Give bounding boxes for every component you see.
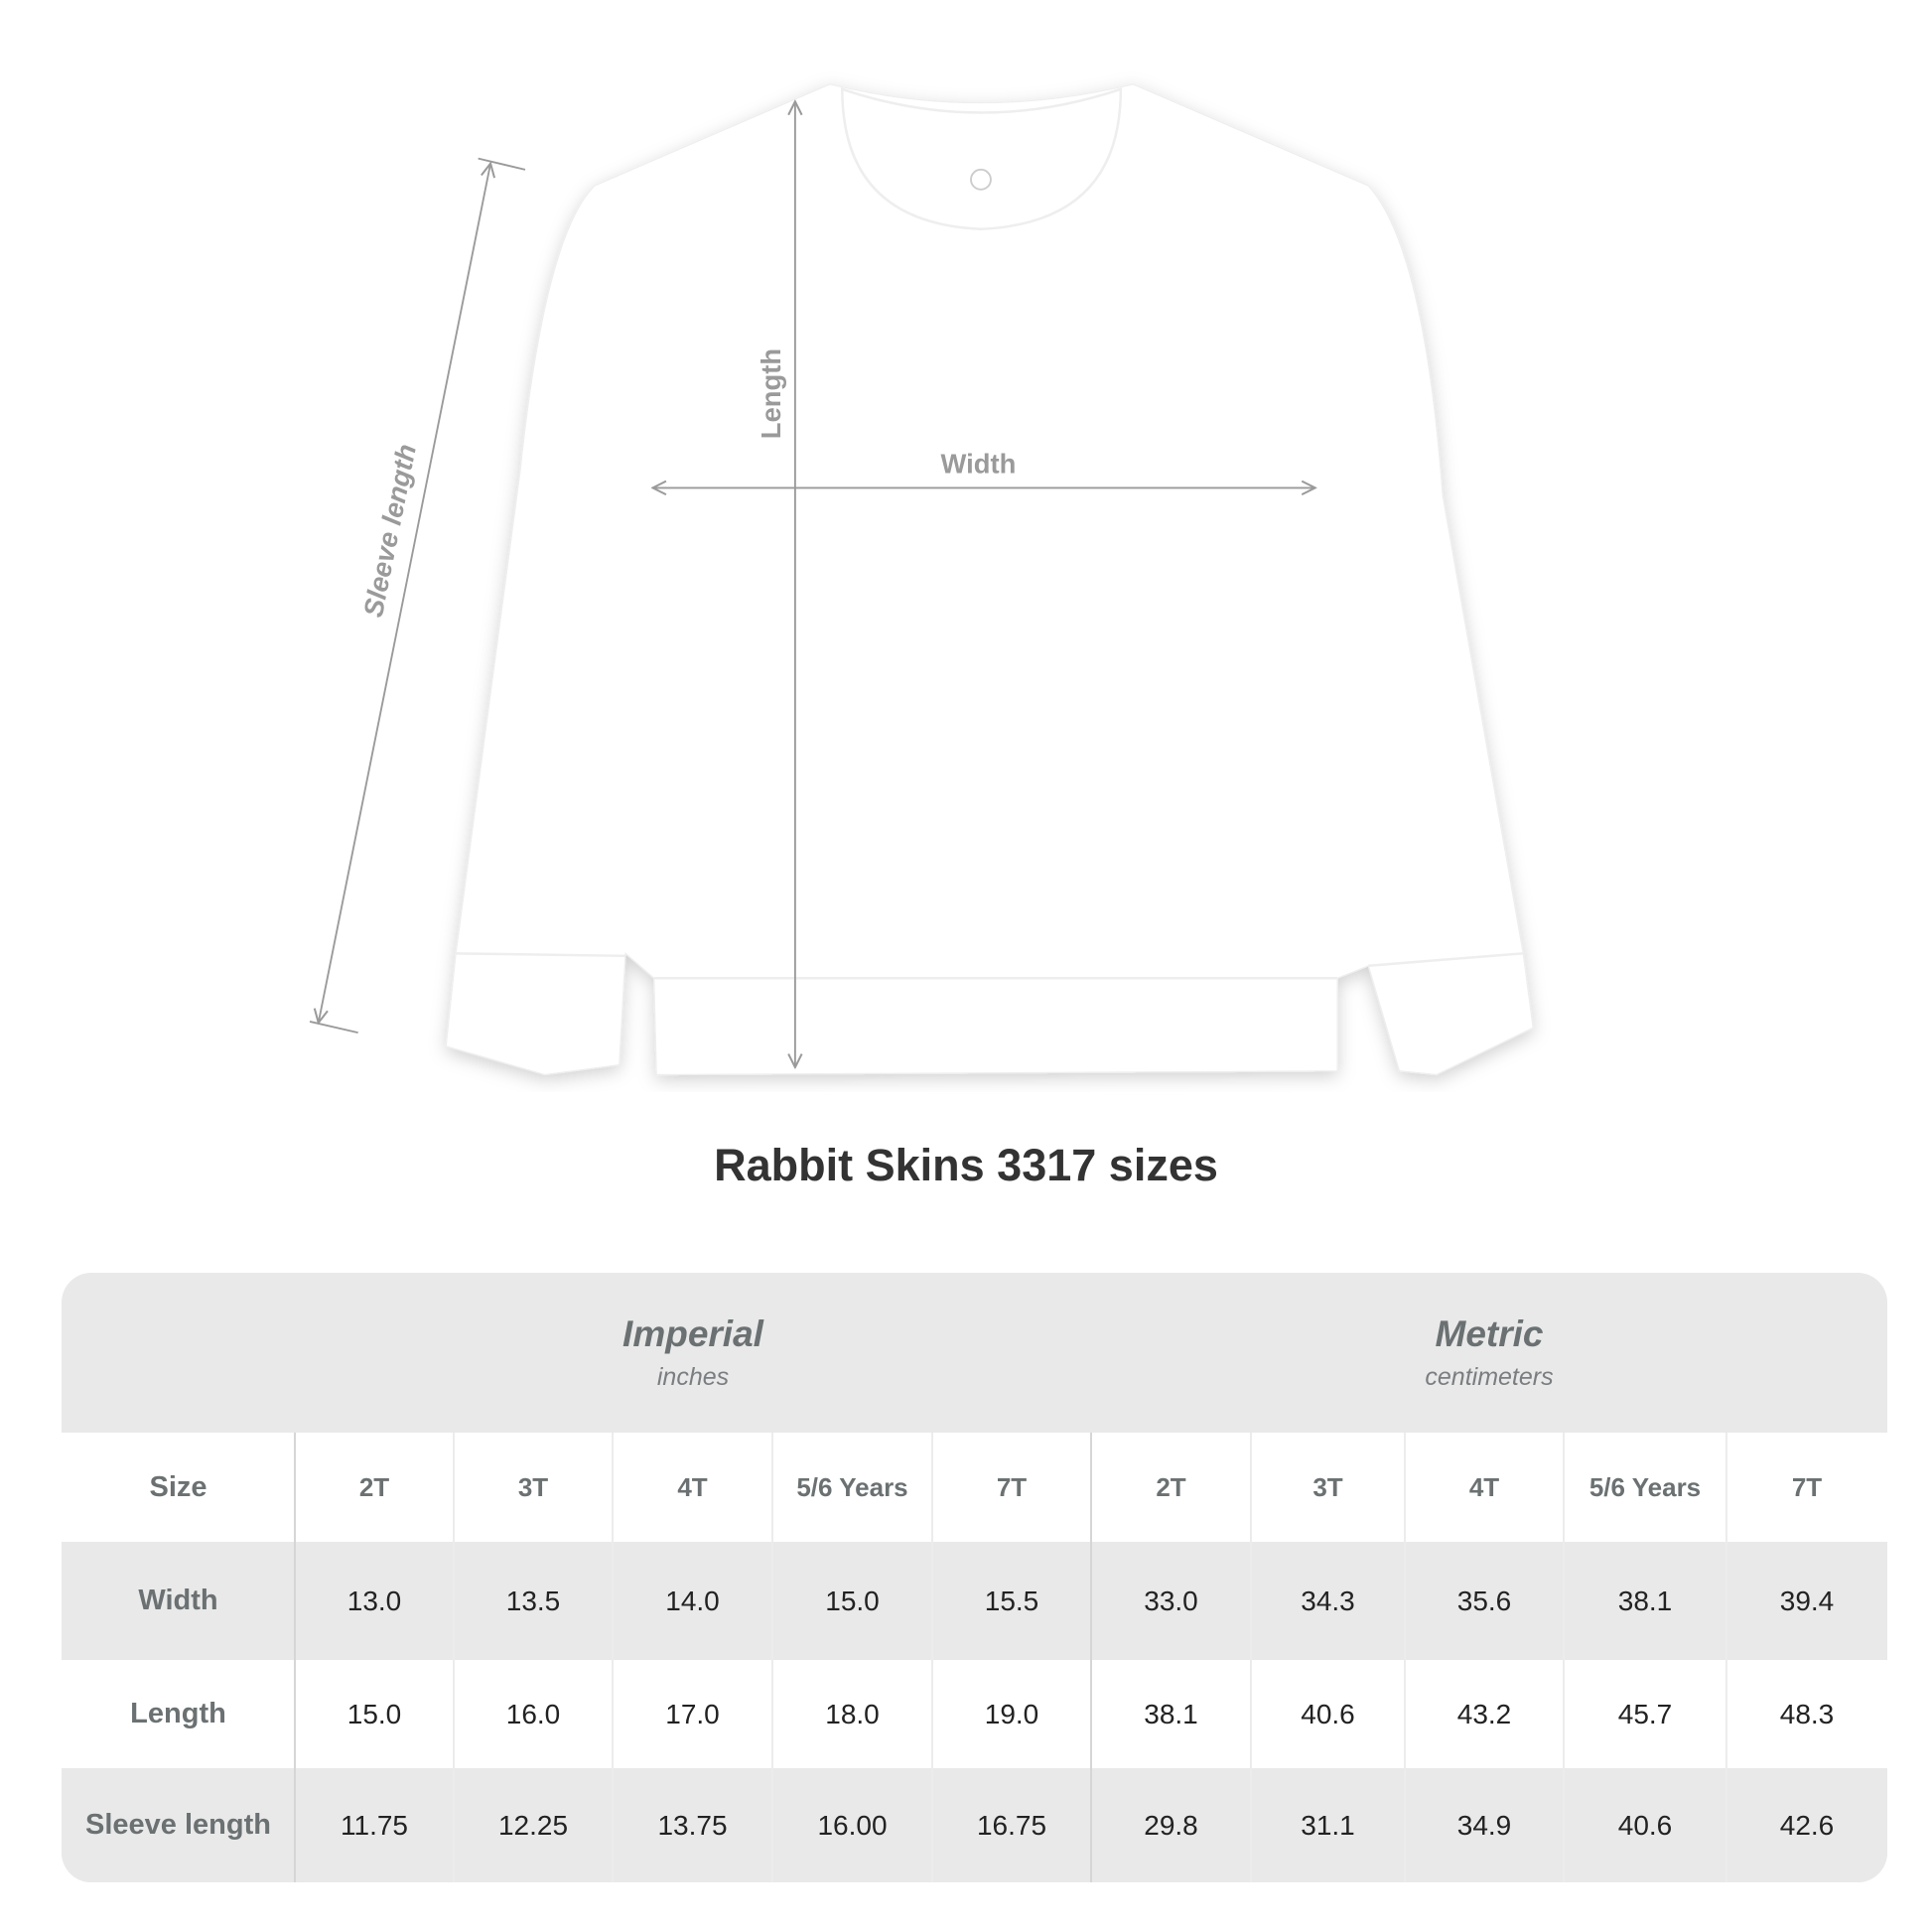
table-cell: 13.5 [454,1542,613,1660]
row-label: Width [62,1542,295,1660]
table-cell: 45.7 [1564,1660,1726,1768]
column-divider [1090,1433,1092,1882]
table-cell: 29.8 [1091,1768,1251,1882]
table-cell: 15.5 [932,1542,1091,1660]
group-unit: centimeters [1425,1363,1554,1391]
sweatshirt-diagram: Length Width Sleeve length [309,83,1534,1076]
column-divider [453,1433,455,1882]
size-header-cell: 5/6 Years [772,1433,932,1542]
table-cell: 35.6 [1405,1542,1564,1660]
column-divider [771,1433,773,1882]
table-cell: 34.9 [1405,1768,1564,1882]
table-cell: 19.0 [932,1660,1091,1768]
table-cell: 40.6 [1564,1768,1726,1882]
size-header-cell: 2T [295,1433,454,1542]
sleeve-measure-line [319,164,490,1024]
table-cell: 48.3 [1726,1660,1887,1768]
sweatshirt-image [445,83,1534,1076]
group-name: Imperial [622,1313,763,1354]
size-header-cell: 4T [613,1433,772,1542]
column-divider [294,1433,296,1882]
table-cell: 16.75 [932,1768,1091,1882]
row-label: Sleeve length [62,1768,295,1882]
size-header-cell: 4T [1405,1433,1564,1542]
table-cell: 43.2 [1405,1660,1564,1768]
size-header-cell: 3T [1251,1433,1405,1542]
column-divider [1563,1433,1565,1882]
table-cell: 34.3 [1251,1542,1405,1660]
size-header-cell: 5/6 Years [1564,1433,1726,1542]
table-cell: 15.0 [772,1542,932,1660]
table-cell: 14.0 [613,1542,772,1660]
group-name: Metric [1435,1313,1544,1354]
table-cell: 13.0 [295,1542,454,1660]
table-cell: 15.0 [295,1660,454,1768]
sleeve-length-label: Sleeve length [357,442,422,620]
table-cell: 39.4 [1726,1542,1887,1660]
page-title: Rabbit Skins 3317 sizes [714,1140,1218,1190]
column-divider [612,1433,614,1882]
table-cell: 12.25 [454,1768,613,1882]
table-cell: 18.0 [772,1660,932,1768]
table-cell: 42.6 [1726,1768,1887,1882]
table-cell: 13.75 [613,1768,772,1882]
length-label: Length [756,348,786,439]
group-header-imperial: Imperial inches [295,1273,1091,1433]
table-cell: 31.1 [1251,1768,1405,1882]
table-cell: 11.75 [295,1768,454,1882]
row-label: Length [62,1660,295,1768]
column-divider [931,1433,933,1882]
size-table: Imperial inches Metric centimeters Size 2T 3T 4… [62,1273,1887,1882]
group-unit: inches [656,1363,730,1391]
table-cell: 16.0 [454,1660,613,1768]
column-divider [1250,1433,1252,1882]
table-cell: 16.00 [772,1768,932,1882]
table-cell: 40.6 [1251,1660,1405,1768]
table-cell: 38.1 [1564,1542,1726,1660]
column-divider [1725,1433,1727,1882]
table-cell: 33.0 [1091,1542,1251,1660]
group-header-metric: Metric centimeters [1091,1273,1887,1433]
size-header-label: Size [62,1433,295,1542]
size-header-cell: 3T [454,1433,613,1542]
width-label: Width [941,448,1017,479]
column-divider [1404,1433,1406,1882]
size-header-cell: 2T [1091,1433,1251,1542]
table-cell: 38.1 [1091,1660,1251,1768]
size-header-cell: 7T [1726,1433,1887,1542]
size-header-cell: 7T [932,1433,1091,1542]
table-cell: 17.0 [613,1660,772,1768]
